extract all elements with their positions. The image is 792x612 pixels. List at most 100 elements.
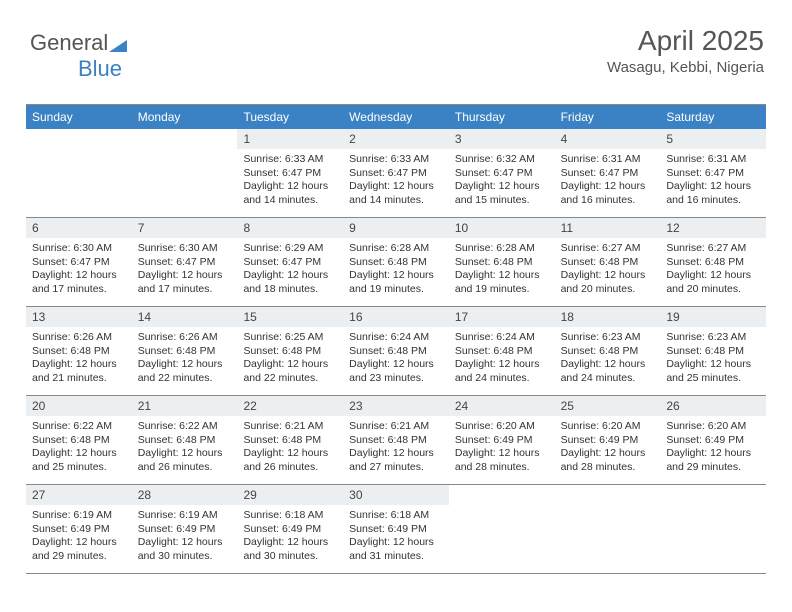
day-detail-line: Daylight: 12 hours xyxy=(138,269,232,283)
day-detail-line: Sunrise: 6:27 AM xyxy=(666,242,760,256)
calendar: Sunday Monday Tuesday Wednesday Thursday… xyxy=(26,104,766,574)
day-number: 2 xyxy=(343,129,449,149)
day-detail-line: Daylight: 12 hours xyxy=(243,358,337,372)
day-detail-line: Daylight: 12 hours xyxy=(349,447,443,461)
day-details: Sunrise: 6:29 AMSunset: 6:47 PMDaylight:… xyxy=(237,238,343,303)
day-detail-line: Sunset: 6:49 PM xyxy=(349,523,443,537)
day-number: 9 xyxy=(343,218,449,238)
day-detail-line: Daylight: 12 hours xyxy=(243,447,337,461)
week-row: 6Sunrise: 6:30 AMSunset: 6:47 PMDaylight… xyxy=(26,218,766,307)
calendar-cell xyxy=(660,485,766,573)
day-detail-line: Sunset: 6:49 PM xyxy=(561,434,655,448)
day-detail-line: Sunset: 6:47 PM xyxy=(243,167,337,181)
logo: GeneralBlue xyxy=(30,30,128,82)
day-detail-line: Sunset: 6:48 PM xyxy=(561,345,655,359)
calendar-cell: 21Sunrise: 6:22 AMSunset: 6:48 PMDayligh… xyxy=(132,396,238,484)
day-detail-line: and 14 minutes. xyxy=(349,194,443,208)
calendar-cell xyxy=(132,129,238,217)
day-detail-line: Daylight: 12 hours xyxy=(349,180,443,194)
day-details: Sunrise: 6:22 AMSunset: 6:48 PMDaylight:… xyxy=(132,416,238,481)
day-number: 3 xyxy=(449,129,555,149)
calendar-cell: 4Sunrise: 6:31 AMSunset: 6:47 PMDaylight… xyxy=(555,129,661,217)
week-row: 20Sunrise: 6:22 AMSunset: 6:48 PMDayligh… xyxy=(26,396,766,485)
day-details: Sunrise: 6:20 AMSunset: 6:49 PMDaylight:… xyxy=(449,416,555,481)
logo-text-gray: General xyxy=(30,30,108,55)
day-detail-line: and 27 minutes. xyxy=(349,461,443,475)
day-detail-line: and 16 minutes. xyxy=(666,194,760,208)
day-detail-line: Daylight: 12 hours xyxy=(666,358,760,372)
day-number: 18 xyxy=(555,307,661,327)
day-detail-line: and 25 minutes. xyxy=(666,372,760,386)
calendar-cell: 2Sunrise: 6:33 AMSunset: 6:47 PMDaylight… xyxy=(343,129,449,217)
day-detail-line: Sunrise: 6:22 AM xyxy=(138,420,232,434)
day-detail-line: and 31 minutes. xyxy=(349,550,443,564)
day-number xyxy=(555,485,661,491)
day-detail-line: Daylight: 12 hours xyxy=(455,447,549,461)
calendar-cell: 13Sunrise: 6:26 AMSunset: 6:48 PMDayligh… xyxy=(26,307,132,395)
logo-triangle-icon xyxy=(109,38,127,52)
day-detail-line: Sunrise: 6:29 AM xyxy=(243,242,337,256)
day-detail-line: Sunrise: 6:20 AM xyxy=(666,420,760,434)
day-number: 10 xyxy=(449,218,555,238)
day-header-friday: Friday xyxy=(555,105,661,129)
day-number: 7 xyxy=(132,218,238,238)
day-header-monday: Monday xyxy=(132,105,238,129)
day-detail-line: Sunrise: 6:18 AM xyxy=(243,509,337,523)
day-detail-line: and 20 minutes. xyxy=(561,283,655,297)
day-details: Sunrise: 6:24 AMSunset: 6:48 PMDaylight:… xyxy=(343,327,449,392)
calendar-cell: 11Sunrise: 6:27 AMSunset: 6:48 PMDayligh… xyxy=(555,218,661,306)
day-detail-line: and 22 minutes. xyxy=(243,372,337,386)
day-detail-line: Sunset: 6:48 PM xyxy=(666,256,760,270)
day-detail-line: Sunset: 6:48 PM xyxy=(349,256,443,270)
calendar-cell: 27Sunrise: 6:19 AMSunset: 6:49 PMDayligh… xyxy=(26,485,132,573)
day-details: Sunrise: 6:30 AMSunset: 6:47 PMDaylight:… xyxy=(26,238,132,303)
day-detail-line: and 30 minutes. xyxy=(243,550,337,564)
calendar-cell: 15Sunrise: 6:25 AMSunset: 6:48 PMDayligh… xyxy=(237,307,343,395)
calendar-cell: 5Sunrise: 6:31 AMSunset: 6:47 PMDaylight… xyxy=(660,129,766,217)
day-detail-line: and 21 minutes. xyxy=(32,372,126,386)
day-details: Sunrise: 6:20 AMSunset: 6:49 PMDaylight:… xyxy=(660,416,766,481)
day-details: Sunrise: 6:21 AMSunset: 6:48 PMDaylight:… xyxy=(343,416,449,481)
day-details: Sunrise: 6:25 AMSunset: 6:48 PMDaylight:… xyxy=(237,327,343,392)
calendar-cell: 1Sunrise: 6:33 AMSunset: 6:47 PMDaylight… xyxy=(237,129,343,217)
day-detail-line: Daylight: 12 hours xyxy=(32,358,126,372)
day-detail-line: Sunrise: 6:24 AM xyxy=(455,331,549,345)
day-header-sunday: Sunday xyxy=(26,105,132,129)
calendar-cell: 9Sunrise: 6:28 AMSunset: 6:48 PMDaylight… xyxy=(343,218,449,306)
calendar-cell: 10Sunrise: 6:28 AMSunset: 6:48 PMDayligh… xyxy=(449,218,555,306)
month-title: April 2025 xyxy=(607,25,764,57)
day-detail-line: Daylight: 12 hours xyxy=(243,269,337,283)
day-number: 6 xyxy=(26,218,132,238)
day-detail-line: Sunset: 6:48 PM xyxy=(666,345,760,359)
day-number: 24 xyxy=(449,396,555,416)
calendar-cell: 26Sunrise: 6:20 AMSunset: 6:49 PMDayligh… xyxy=(660,396,766,484)
day-detail-line: and 20 minutes. xyxy=(666,283,760,297)
day-number: 23 xyxy=(343,396,449,416)
day-details: Sunrise: 6:32 AMSunset: 6:47 PMDaylight:… xyxy=(449,149,555,214)
day-detail-line: Sunrise: 6:20 AM xyxy=(455,420,549,434)
day-detail-line: Sunset: 6:48 PM xyxy=(455,345,549,359)
day-detail-line: Sunrise: 6:19 AM xyxy=(32,509,126,523)
logo-text-blue: Blue xyxy=(78,56,122,82)
calendar-cell: 19Sunrise: 6:23 AMSunset: 6:48 PMDayligh… xyxy=(660,307,766,395)
day-detail-line: Daylight: 12 hours xyxy=(138,358,232,372)
day-detail-line: Daylight: 12 hours xyxy=(349,269,443,283)
day-detail-line: Sunset: 6:48 PM xyxy=(138,345,232,359)
day-details: Sunrise: 6:18 AMSunset: 6:49 PMDaylight:… xyxy=(237,505,343,570)
day-number: 12 xyxy=(660,218,766,238)
day-details: Sunrise: 6:33 AMSunset: 6:47 PMDaylight:… xyxy=(343,149,449,214)
day-detail-line: and 28 minutes. xyxy=(455,461,549,475)
calendar-cell: 3Sunrise: 6:32 AMSunset: 6:47 PMDaylight… xyxy=(449,129,555,217)
day-details: Sunrise: 6:26 AMSunset: 6:48 PMDaylight:… xyxy=(132,327,238,392)
day-detail-line: and 19 minutes. xyxy=(349,283,443,297)
day-detail-line: Daylight: 12 hours xyxy=(666,180,760,194)
day-detail-line: Daylight: 12 hours xyxy=(243,536,337,550)
day-number: 30 xyxy=(343,485,449,505)
day-detail-line: Sunset: 6:47 PM xyxy=(138,256,232,270)
day-details: Sunrise: 6:24 AMSunset: 6:48 PMDaylight:… xyxy=(449,327,555,392)
day-detail-line: and 28 minutes. xyxy=(561,461,655,475)
day-detail-line: Sunrise: 6:26 AM xyxy=(138,331,232,345)
day-number: 17 xyxy=(449,307,555,327)
day-details: Sunrise: 6:31 AMSunset: 6:47 PMDaylight:… xyxy=(555,149,661,214)
day-details: Sunrise: 6:26 AMSunset: 6:48 PMDaylight:… xyxy=(26,327,132,392)
